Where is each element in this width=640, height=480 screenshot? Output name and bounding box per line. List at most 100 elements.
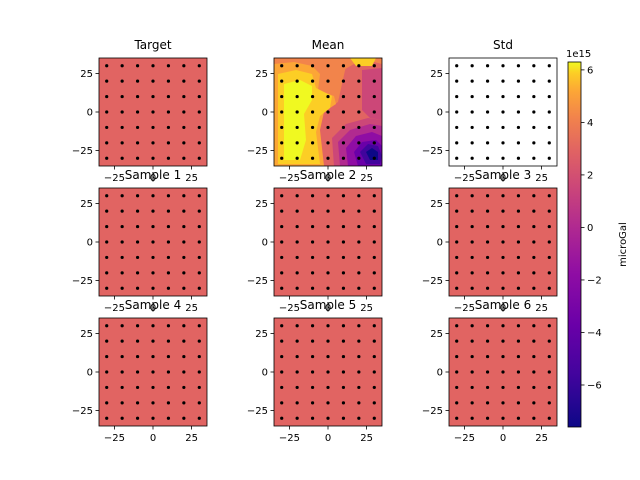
- station-marker: [341, 125, 346, 130]
- station-marker: [372, 255, 376, 260]
- station-marker: [197, 194, 201, 198]
- station-marker: [120, 240, 124, 244]
- station-marker: [455, 156, 459, 160]
- station-marker: [166, 141, 171, 145]
- station-marker: [151, 271, 155, 275]
- y-tick-label: 0: [87, 368, 93, 379]
- station-marker: [295, 240, 299, 244]
- station-marker: [341, 224, 346, 229]
- station-marker: [182, 255, 186, 260]
- y-tick-label: −25: [72, 276, 93, 287]
- station-marker: [295, 125, 299, 130]
- station-marker: [105, 224, 109, 229]
- station-marker: [197, 401, 201, 405]
- station-marker: [532, 209, 536, 213]
- station-marker: [295, 64, 299, 68]
- station-marker: [166, 339, 171, 343]
- station-marker: [470, 194, 474, 198]
- station-marker: [341, 271, 346, 275]
- station-marker: [547, 224, 551, 229]
- station-marker: [372, 94, 376, 99]
- station-marker: [516, 370, 521, 374]
- station-marker: [372, 370, 376, 374]
- station-marker: [135, 324, 140, 328]
- station-marker: [357, 324, 361, 328]
- station-marker: [341, 370, 346, 374]
- station-marker: [182, 416, 186, 420]
- station-marker: [455, 339, 459, 343]
- station-marker: [326, 416, 330, 420]
- station-marker: [310, 401, 315, 405]
- station-marker: [326, 286, 330, 290]
- station-marker: [295, 94, 299, 99]
- station-marker: [135, 385, 140, 390]
- station-marker: [151, 385, 155, 390]
- station-marker: [182, 286, 186, 290]
- x-tick-label: 0: [325, 433, 331, 444]
- station-marker: [516, 354, 521, 359]
- station-marker: [166, 156, 171, 160]
- station-marker: [135, 255, 140, 260]
- station-marker: [372, 156, 376, 160]
- station-marker: [547, 240, 551, 244]
- x-tick-label: 0: [150, 303, 156, 314]
- station-marker: [372, 141, 376, 145]
- station-marker: [547, 370, 551, 374]
- station-marker: [516, 110, 521, 114]
- station-marker: [151, 79, 155, 83]
- station-marker: [105, 141, 109, 145]
- station-marker: [326, 209, 330, 213]
- station-marker: [547, 416, 551, 420]
- station-marker: [470, 339, 474, 343]
- station-marker: [105, 416, 109, 420]
- station-marker: [341, 240, 346, 244]
- station-marker: [532, 141, 536, 145]
- x-tick-label: −25: [104, 303, 125, 314]
- station-marker: [532, 286, 536, 290]
- contour-level: [362, 68, 382, 120]
- station-marker: [295, 79, 299, 83]
- station-marker: [197, 271, 201, 275]
- y-tick-label: −25: [72, 146, 93, 157]
- station-marker: [105, 125, 109, 130]
- station-marker: [357, 110, 361, 114]
- station-marker: [280, 156, 284, 160]
- station-marker: [182, 401, 186, 405]
- station-marker: [105, 354, 109, 359]
- station-marker: [357, 224, 361, 229]
- station-marker: [135, 141, 140, 145]
- station-marker: [470, 354, 474, 359]
- station-marker: [151, 156, 155, 160]
- station-marker: [182, 94, 186, 99]
- station-marker: [470, 401, 474, 405]
- station-marker: [485, 324, 490, 328]
- colorbar-tick-label: −6: [587, 380, 602, 391]
- station-marker: [151, 224, 155, 229]
- station-marker: [280, 401, 284, 405]
- station-marker: [501, 286, 505, 290]
- y-tick-label: 25: [430, 199, 443, 210]
- station-marker: [151, 354, 155, 359]
- colorbar-gradient: [568, 62, 581, 427]
- station-marker: [357, 271, 361, 275]
- station-marker: [166, 416, 171, 420]
- x-tick-label: 25: [535, 433, 548, 444]
- station-marker: [280, 324, 284, 328]
- station-marker: [105, 339, 109, 343]
- station-marker: [516, 255, 521, 260]
- station-marker: [532, 385, 536, 390]
- station-marker: [310, 194, 315, 198]
- station-marker: [105, 286, 109, 290]
- station-marker: [326, 79, 330, 83]
- station-marker: [547, 255, 551, 260]
- station-marker: [182, 194, 186, 198]
- station-marker: [501, 255, 505, 260]
- station-marker: [295, 385, 299, 390]
- colorbar-tick-label: 4: [587, 118, 593, 129]
- station-marker: [341, 141, 346, 145]
- station-marker: [455, 354, 459, 359]
- station-marker: [310, 339, 315, 343]
- station-marker: [280, 64, 284, 68]
- station-marker: [516, 79, 521, 83]
